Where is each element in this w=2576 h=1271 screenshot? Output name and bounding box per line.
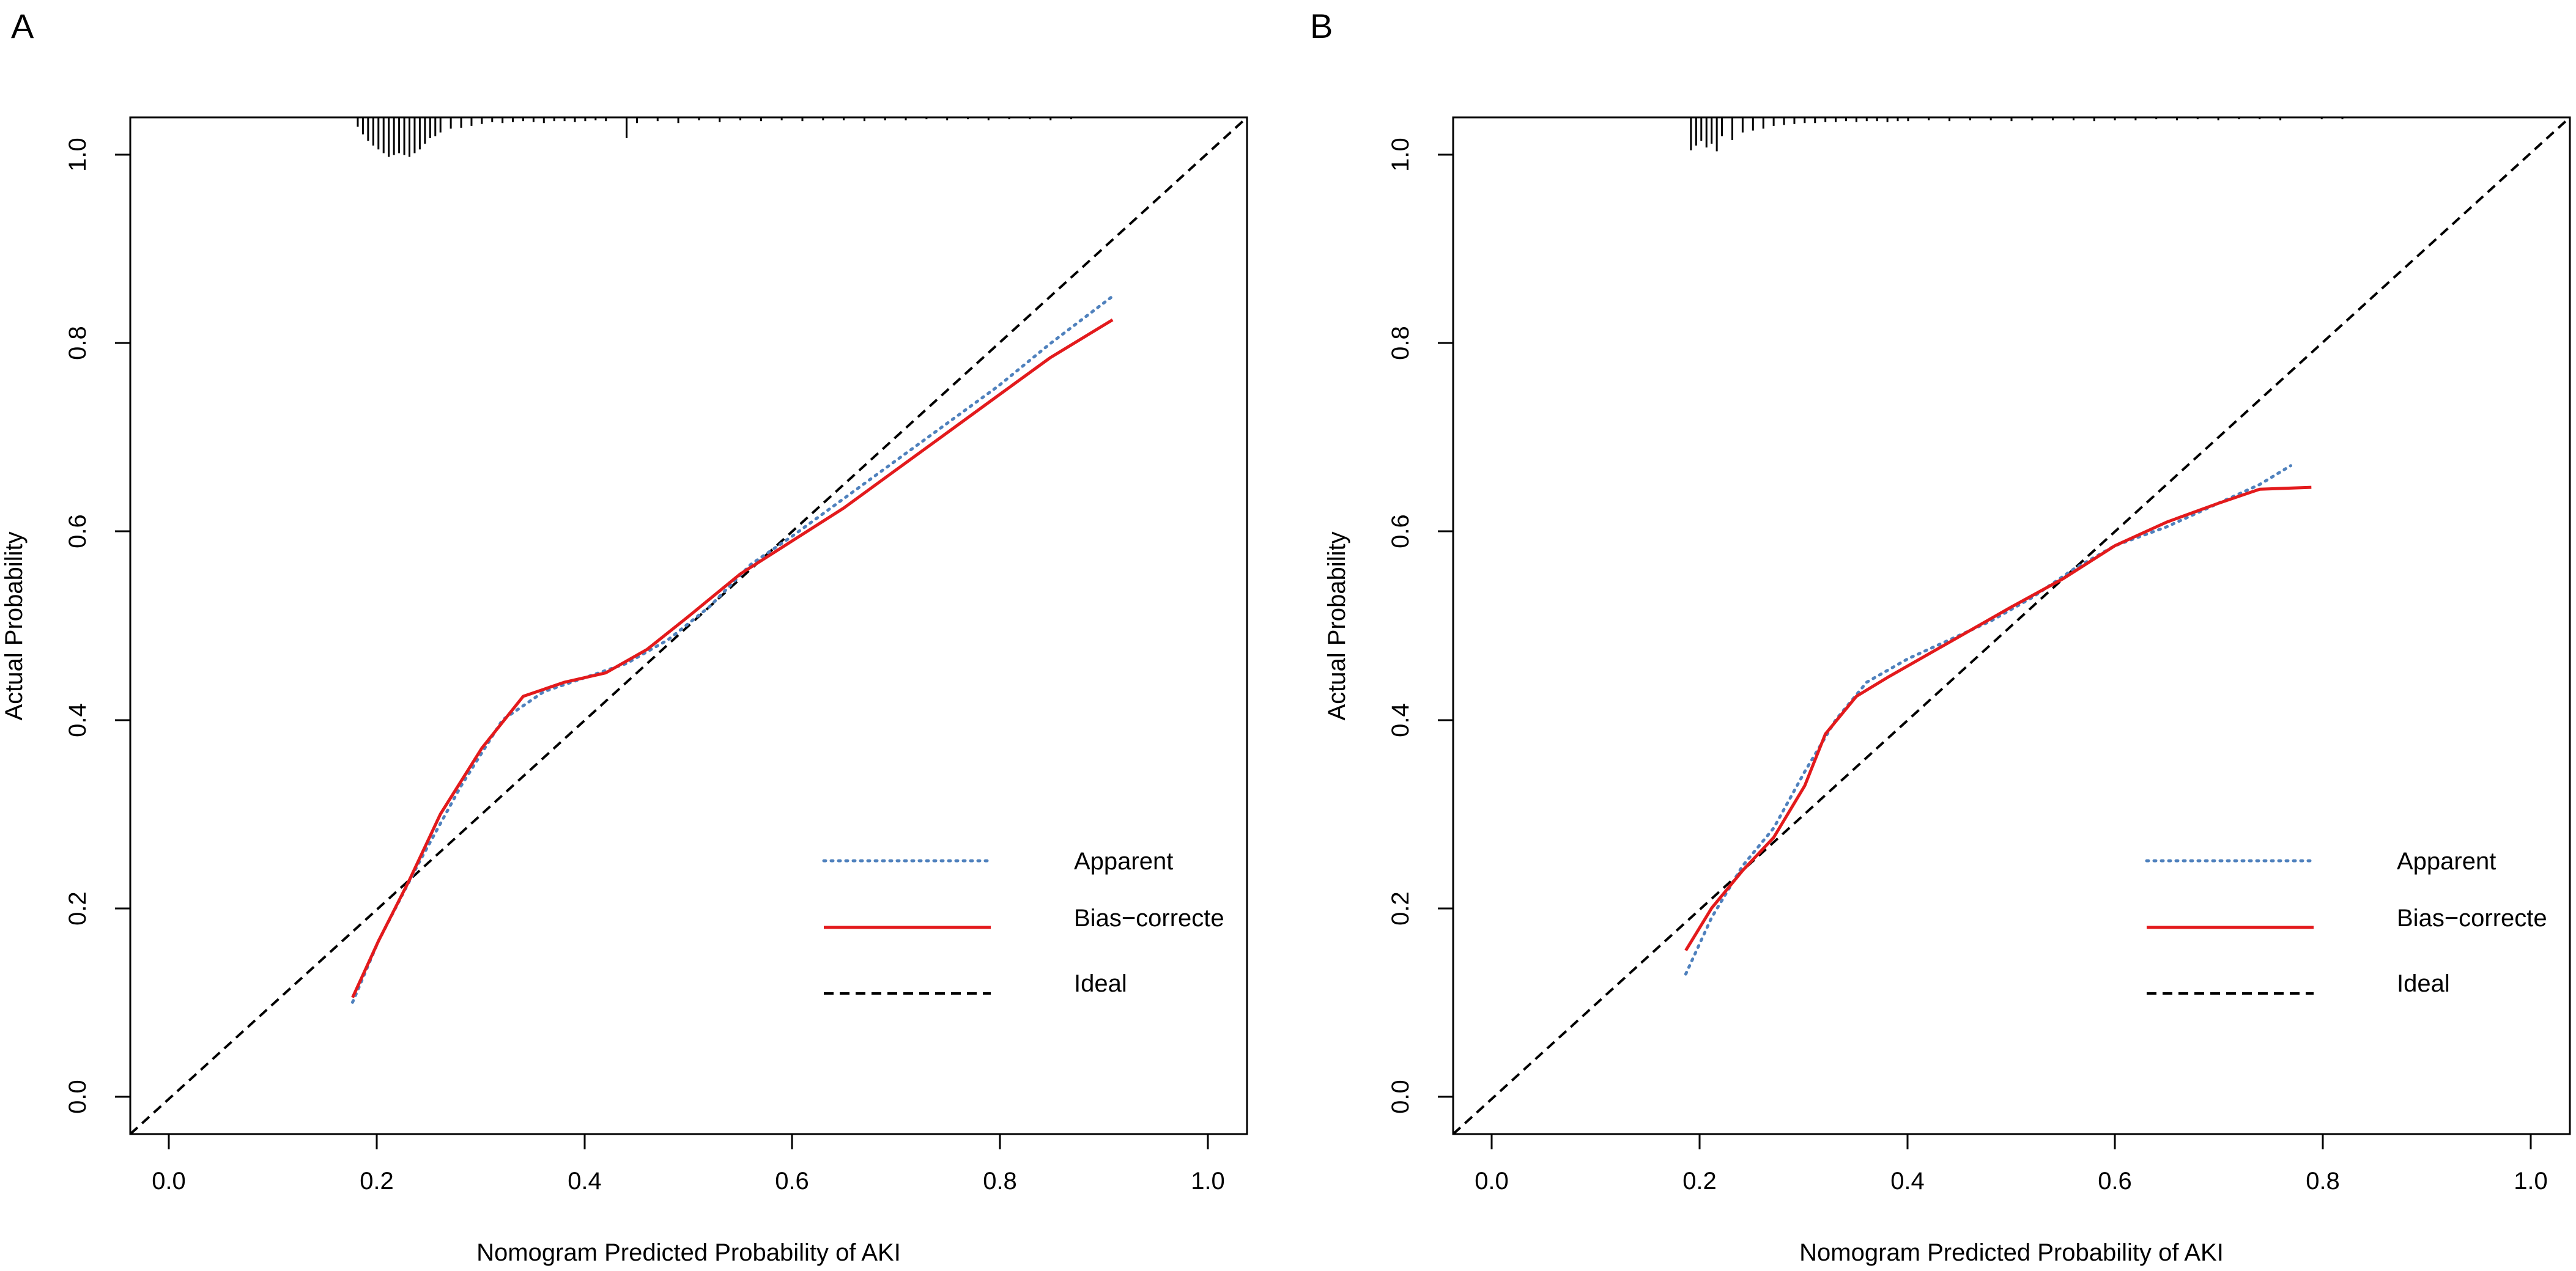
panel-b: B 0.0 0.2 0.4 0.6 0.8 1.0 Nomogram Predi… bbox=[1310, 7, 2571, 1266]
panel-a-legend: Apparent Bias−correcte Ideal bbox=[822, 848, 1224, 997]
panel-a-series-apparent bbox=[351, 295, 1114, 1004]
panel-b-x-tick-label: 0.0 bbox=[1475, 1168, 1509, 1195]
panel-b-legend: Apparent Bias−correcte Ideal bbox=[2145, 848, 2547, 997]
panel-b-series bbox=[1452, 116, 2571, 1135]
panel-a-x-tick-label: 0.6 bbox=[775, 1168, 809, 1195]
panel-b-y-axis-title: Actual Probability bbox=[1323, 531, 1350, 720]
panel-a-y-axis-title: Actual Probability bbox=[1, 531, 28, 720]
panel-a-y-axis: 0.0 0.2 0.4 0.6 0.8 1.0 Actual Probabili… bbox=[1, 138, 131, 1114]
panel-b-label: B bbox=[1310, 7, 1333, 45]
panel-b-y-tick-label: 0.6 bbox=[1387, 514, 1414, 548]
panel-a-legend-bias-corrected-label: Bias−correcte bbox=[1074, 905, 1224, 932]
panel-b-y-tick-label: 0.4 bbox=[1387, 703, 1414, 737]
panel-b-y-axis: 0.0 0.2 0.4 0.6 0.8 1.0 Actual Probabili… bbox=[1323, 138, 1454, 1114]
panel-a: A 0.0 0.2 0.4 0.6 0.8 1.0 Nomogram Predi… bbox=[1, 7, 1248, 1266]
panel-b-legend-apparent-label: Apparent bbox=[2397, 848, 2496, 875]
panel-b-x-tick-label: 0.8 bbox=[2306, 1168, 2340, 1195]
panel-a-y-tick-label: 0.8 bbox=[64, 326, 91, 360]
panel-a-label: A bbox=[11, 7, 34, 45]
panel-a-y-tick-label: 0.6 bbox=[64, 514, 91, 548]
panel-a-x-axis-title: Nomogram Predicted Probability of AKI bbox=[476, 1239, 901, 1266]
panel-b-x-axis-title: Nomogram Predicted Probability of AKI bbox=[1799, 1239, 2224, 1266]
panel-b-x-tick-label: 1.0 bbox=[2514, 1168, 2548, 1195]
panel-b-x-tick-label: 0.6 bbox=[2098, 1168, 2132, 1195]
panel-b-x-tick-label: 0.2 bbox=[1682, 1168, 1717, 1195]
panel-a-y-tick-label: 0.4 bbox=[64, 703, 91, 737]
panel-b-y-tick-label: 0.0 bbox=[1387, 1080, 1414, 1114]
panel-b-series-ideal bbox=[1452, 116, 2571, 1135]
panel-a-series-ideal bbox=[129, 116, 1248, 1135]
panel-b-x-axis: 0.0 0.2 0.4 0.6 0.8 1.0 Nomogram Predict… bbox=[1475, 1133, 2548, 1266]
panel-b-series-apparent bbox=[1684, 464, 2292, 976]
panel-b-legend-ideal-label: Ideal bbox=[2397, 970, 2450, 997]
panel-a-x-axis: 0.0 0.2 0.4 0.6 0.8 1.0 Nomogram Predict… bbox=[152, 1133, 1225, 1266]
panel-b-rug bbox=[1690, 117, 2344, 152]
panel-a-y-tick-label: 1.0 bbox=[64, 138, 91, 172]
panel-b-x-tick-label: 0.4 bbox=[1890, 1168, 1925, 1195]
panel-a-series bbox=[129, 116, 1248, 1135]
panel-a-x-tick-label: 0.8 bbox=[983, 1168, 1017, 1195]
panel-a-y-tick-label: 0.0 bbox=[64, 1080, 91, 1114]
panel-a-x-tick-label: 0.2 bbox=[360, 1168, 394, 1195]
panel-a-x-tick-label: 0.4 bbox=[568, 1168, 602, 1195]
panel-a-series-bias-correcte bbox=[351, 318, 1114, 998]
panel-a-legend-apparent-label: Apparent bbox=[1074, 848, 1173, 875]
panel-a-x-tick-label: 1.0 bbox=[1191, 1168, 1225, 1195]
panel-a-x-tick-label: 0.0 bbox=[152, 1168, 186, 1195]
panel-b-y-tick-label: 0.2 bbox=[1387, 891, 1414, 926]
panel-b-y-tick-label: 0.8 bbox=[1387, 326, 1414, 360]
panel-b-y-tick-label: 1.0 bbox=[1387, 138, 1414, 172]
panel-a-y-tick-label: 0.2 bbox=[64, 891, 91, 926]
panel-b-series-bias-correcte bbox=[1684, 485, 2312, 952]
panel-a-rug bbox=[357, 117, 1073, 157]
panel-b-legend-bias-corrected-label: Bias−correcte bbox=[2397, 905, 2547, 932]
panel-a-legend-ideal-label: Ideal bbox=[1074, 970, 1127, 997]
